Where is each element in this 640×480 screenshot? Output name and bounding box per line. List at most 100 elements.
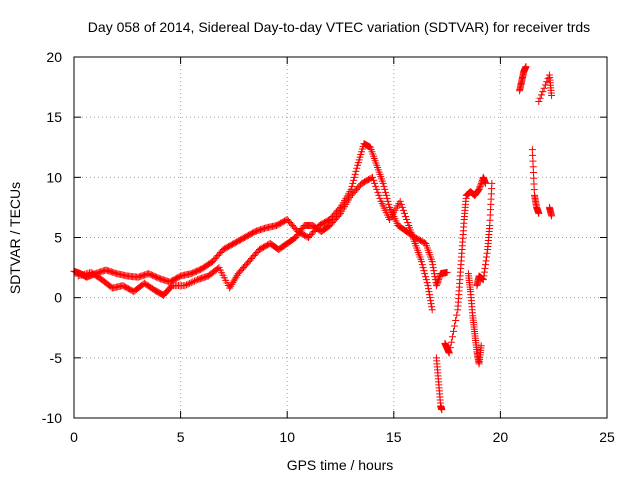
data-point [419, 264, 427, 272]
data-point [426, 291, 434, 299]
data-point [540, 84, 548, 92]
data-point [480, 268, 488, 276]
data-point [190, 277, 198, 285]
data-point [446, 344, 454, 352]
data-point [370, 176, 378, 184]
data-point [403, 215, 411, 223]
data-point [433, 280, 441, 288]
data-point [548, 92, 556, 100]
data-point [427, 300, 435, 308]
data-point [380, 182, 388, 190]
data-point [432, 282, 440, 290]
data-point [481, 179, 489, 187]
data-point [353, 164, 361, 172]
series-trace-3 [441, 63, 556, 368]
data-point [229, 279, 237, 287]
x-tick-label: 25 [599, 429, 615, 445]
data-point [231, 275, 239, 283]
data-point [481, 261, 489, 269]
data-point [187, 279, 195, 287]
data-point [418, 258, 426, 266]
data-point [384, 197, 392, 205]
data-point [447, 338, 455, 346]
data-point [232, 273, 240, 281]
data-point [424, 285, 432, 293]
data-point [435, 274, 443, 282]
data-point [396, 197, 404, 205]
data-point [385, 200, 393, 208]
data-points [70, 63, 556, 414]
chart-title: Day 058 of 2014, Sidereal Day-to-day VTE… [88, 19, 590, 35]
data-point [429, 264, 437, 272]
data-point [350, 173, 358, 181]
data-point [429, 261, 437, 269]
data-point [535, 98, 543, 106]
data-point [425, 288, 433, 296]
data-point [430, 270, 438, 278]
y-tick-label: 0 [54, 290, 62, 306]
data-point [375, 191, 383, 199]
data-point [350, 176, 358, 184]
data-point [452, 317, 460, 325]
data-point [480, 272, 488, 280]
data-point [543, 78, 551, 86]
y-axis-label: SDTVAR / TECUs [7, 182, 23, 294]
data-point [424, 282, 432, 290]
data-point [226, 284, 234, 292]
data-point [422, 273, 430, 281]
data-point [476, 182, 484, 190]
data-point [488, 179, 496, 187]
data-point [381, 185, 389, 193]
data-point [192, 276, 200, 284]
data-point [227, 282, 235, 290]
data-point [404, 218, 412, 226]
data-point [228, 280, 236, 288]
data-point [477, 342, 485, 350]
x-tick-label: 0 [70, 429, 78, 445]
data-point [438, 406, 446, 414]
data-point [479, 276, 487, 284]
data-point [376, 194, 384, 202]
data-point [481, 264, 489, 272]
data-point [483, 249, 491, 257]
data-point [535, 209, 543, 217]
data-point [434, 277, 442, 285]
data-point [184, 280, 192, 288]
data-point [335, 211, 343, 219]
x-tick-label: 10 [279, 429, 295, 445]
x-axis-label: GPS time / hours [287, 457, 394, 473]
data-point [371, 179, 379, 187]
y-tick-label: 15 [46, 109, 62, 125]
data-point [399, 206, 407, 214]
data-point [418, 261, 426, 269]
data-point [397, 200, 405, 208]
data-point [477, 181, 485, 189]
y-tick-label: 10 [46, 169, 62, 185]
data-point [379, 179, 387, 187]
data-point [482, 257, 490, 265]
data-point [189, 278, 197, 286]
data-point [483, 253, 491, 261]
data-point [428, 258, 436, 266]
data-point [548, 212, 556, 220]
data-point [474, 187, 482, 195]
data-point [445, 349, 453, 357]
y-tick-label: -10 [42, 410, 62, 426]
data-point [351, 170, 359, 178]
data-point [348, 182, 356, 190]
data-point [373, 185, 381, 193]
data-point [400, 209, 408, 217]
x-tick-label: 15 [386, 429, 402, 445]
data-point [186, 279, 194, 287]
data-point [476, 184, 484, 192]
data-point [372, 182, 380, 190]
data-point [426, 294, 434, 302]
data-point [453, 311, 461, 319]
data-point [352, 167, 360, 175]
data-point [382, 191, 390, 199]
data-point [536, 94, 544, 102]
axis-ticks: 0 5 10 15 20 25 -10 -5 0 5 10 15 20 [42, 49, 615, 445]
data-point [423, 279, 431, 287]
data-point [420, 267, 428, 275]
y-tick-label: 20 [46, 49, 62, 65]
